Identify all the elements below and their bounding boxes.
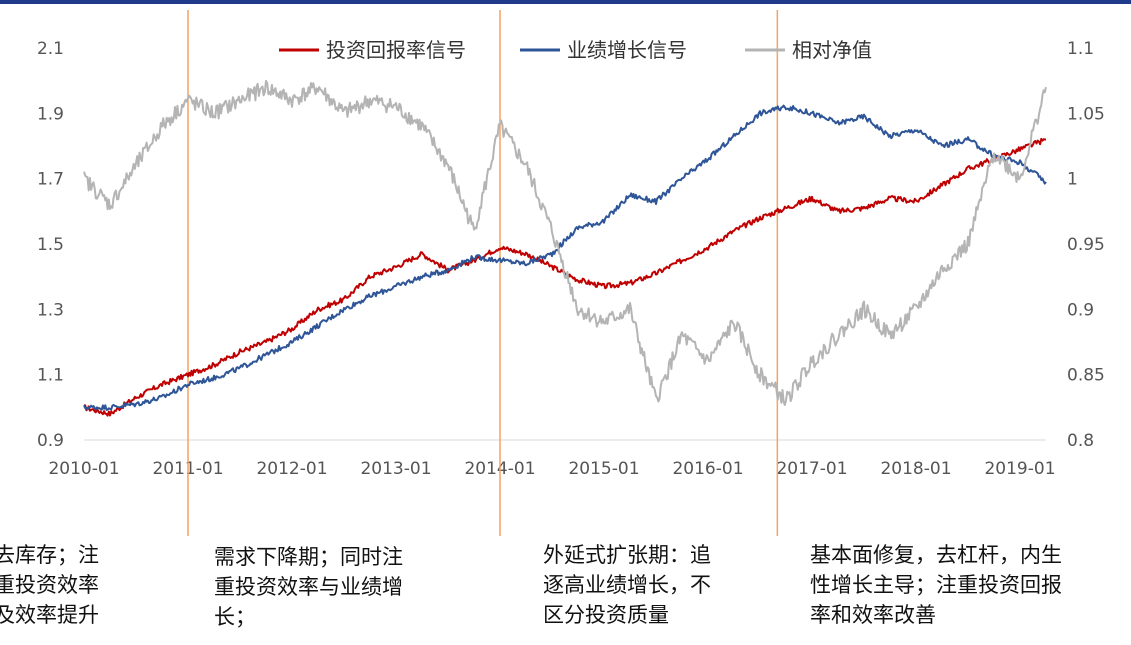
axis-layer: 2.1 1.9 1.7 1.5 1.3 1.1 0.9 1.1 1.05 1 0.95 0.9 0.85…: [37, 39, 1105, 479]
x-tick-label: 2018-01: [880, 459, 951, 479]
series-layer: [83, 79, 1047, 417]
period-annotation-2: 需求下降期；同时注 重投资效率与业绩增 长；: [214, 545, 403, 629]
y-right-tick-label: 1.05: [1067, 104, 1105, 124]
period-annotation-3: 外延式扩张期：追 逐高业绩增长，不 区分投资质量: [543, 543, 711, 627]
period-annotation-4: 基本面修复，去杠杆，内生 性增长主导；注重投资回报 率和效率改善: [810, 543, 1062, 627]
y-right-tick-label: 1: [1067, 170, 1078, 190]
x-tick-label: 2013-01: [360, 459, 431, 479]
y-right-tick-label: 0.85: [1067, 366, 1105, 386]
y-left-tick-label: 1.3: [37, 300, 64, 320]
period-annotation-1: 去库存；注 重投资效率 及效率提升: [0, 543, 99, 627]
y-left-tick-label: 1.5: [37, 235, 64, 255]
series-line: [83, 104, 1047, 411]
y-left-tick-label: 1.1: [37, 366, 64, 386]
legend-label: 相对净值: [792, 38, 872, 62]
y-left-tick-label: 1.9: [37, 104, 64, 124]
y-right-tick-label: 0.95: [1067, 235, 1105, 255]
legend-label: 投资回报率信号: [326, 38, 466, 62]
y-right-tick-label: 0.8: [1067, 431, 1094, 451]
y-left-tick-label: 1.7: [37, 170, 64, 190]
x-tick-label: 2012-01: [256, 459, 327, 479]
x-tick-label: 2019-01: [984, 459, 1055, 479]
x-tick-label: 2017-01: [776, 459, 847, 479]
legend: 投资回报率信号 业绩增长信号 相对净值: [279, 38, 872, 62]
y-left-tick-label: 0.9: [37, 431, 64, 451]
x-tick-label: 2010-01: [48, 459, 119, 479]
legend-label: 业绩增长信号: [567, 38, 687, 62]
x-tick-label: 2016-01: [672, 459, 743, 479]
y-right-tick-label: 0.9: [1067, 300, 1094, 320]
series-line: [83, 79, 1047, 406]
x-tick-label: 2015-01: [568, 459, 639, 479]
y-left-tick-label: 2.1: [37, 39, 64, 59]
top-rule: [0, 0, 1131, 4]
y-right-tick-label: 1.1: [1067, 39, 1094, 59]
